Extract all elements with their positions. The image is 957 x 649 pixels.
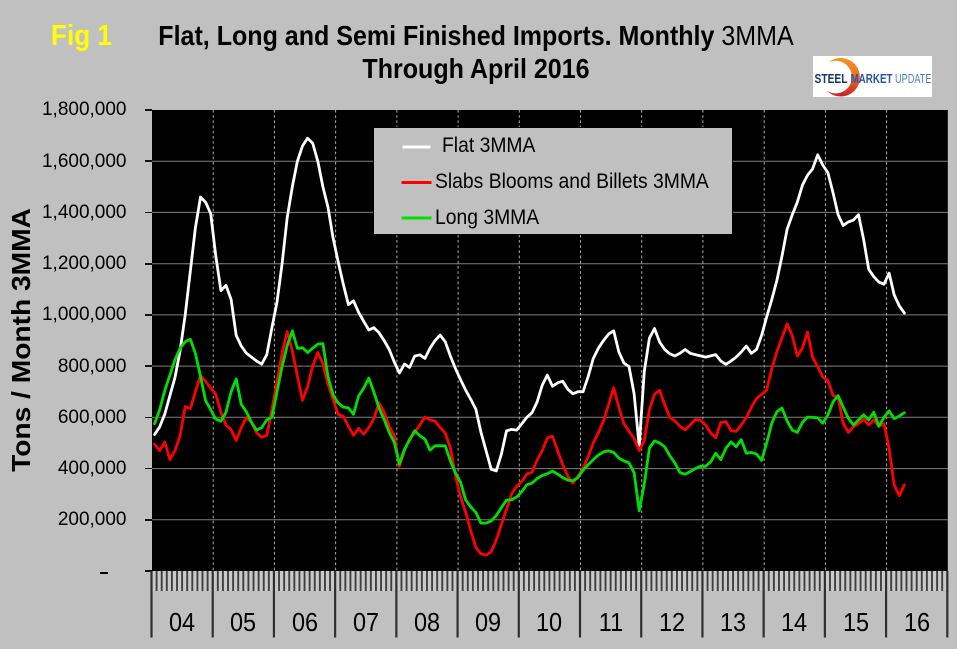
svg-text:MARKET: MARKET xyxy=(850,71,892,85)
svg-text:UPDATE: UPDATE xyxy=(895,71,932,85)
svg-text:STEEL: STEEL xyxy=(814,71,847,85)
